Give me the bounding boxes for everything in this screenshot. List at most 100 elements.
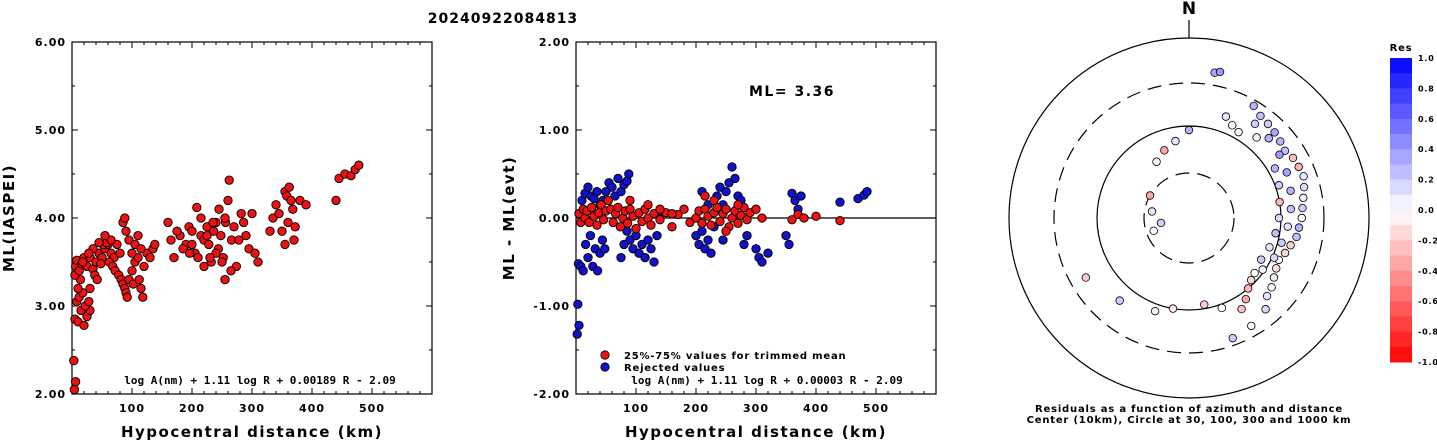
ml-point (354, 160, 364, 170)
ml-point (331, 195, 341, 206)
colorbar-swatch (1390, 240, 1412, 257)
plot2-ytick-label: 0.00 (539, 212, 570, 225)
station-marker (1160, 146, 1169, 155)
station-marker (1267, 283, 1276, 292)
ml-point (69, 384, 80, 395)
colorbar-swatch (1390, 88, 1412, 105)
ml-point (122, 292, 132, 302)
station-marker (1299, 172, 1308, 181)
colorbar-tick-label: 0.6 (1418, 115, 1435, 124)
plot2-ytick-label: 1.00 (539, 124, 570, 137)
station-marker (1275, 197, 1284, 207)
north-label: N (1182, 0, 1196, 19)
residual-point (811, 211, 821, 221)
station-marker (1265, 243, 1274, 252)
residual-point (640, 252, 650, 263)
ml-point (192, 202, 202, 213)
plot1-ylabel: ML(IASPEI) (0, 164, 18, 272)
residual-point (697, 218, 707, 228)
residual-point (718, 235, 728, 245)
ml-point (199, 261, 209, 272)
residual-point (757, 213, 767, 223)
station-marker (1171, 136, 1180, 146)
station-marker (1294, 162, 1303, 172)
ml-point (172, 226, 182, 236)
colorbar-tick-label: 1.0 (1418, 54, 1435, 63)
residual-point (608, 217, 618, 228)
plot2-ytick-label: 2.00 (539, 36, 570, 49)
station-marker (1276, 137, 1285, 146)
residual-point (781, 230, 791, 241)
legend-label-trimmed: 25%-75% values for trimmed mean (624, 351, 846, 362)
residual-point (643, 200, 653, 210)
station-marker (1286, 204, 1296, 214)
station-marker (1156, 218, 1166, 228)
ml-point (187, 226, 197, 236)
plot2-xtick-label: 100 (623, 402, 649, 415)
plot2-xtick-label: 200 (683, 402, 709, 415)
residual-point (655, 204, 665, 214)
residual-point (721, 226, 731, 236)
residual-point (585, 230, 596, 241)
colorbar-swatch (1390, 73, 1412, 89)
residual-point (733, 218, 743, 228)
ml-point (96, 259, 106, 269)
station-marker (1270, 164, 1280, 173)
station-marker (1237, 304, 1246, 314)
ml-point (274, 208, 284, 219)
plot1-xtick-label: 300 (239, 402, 265, 415)
residual-point (592, 220, 602, 230)
station-marker (1228, 121, 1237, 130)
colorbar-swatch (1390, 149, 1412, 165)
ml-point (216, 230, 226, 241)
station-marker (1294, 223, 1304, 232)
residual-point (730, 173, 740, 184)
ml-point (224, 175, 234, 185)
ml-point (136, 283, 146, 294)
station-marker (1277, 238, 1286, 247)
ml-point (202, 230, 212, 241)
colorbar-swatch (1390, 179, 1412, 196)
ml-point (286, 195, 296, 206)
ml-point (288, 204, 298, 214)
plot1-ytick-label: 4.00 (35, 212, 66, 225)
plot1-ytick-label: 5.00 (35, 124, 66, 137)
ml-point (145, 252, 155, 263)
residual-point (715, 216, 725, 227)
ml-point (236, 208, 246, 219)
station-marker (1283, 222, 1292, 231)
station-marker (1081, 273, 1091, 282)
residual-point (697, 226, 707, 236)
ml-point (69, 355, 79, 366)
plot1-y-axis: 2.00 3.00 4.00 5.00 6.00 (35, 36, 432, 401)
ml-point (196, 213, 206, 223)
plot2-xlabel: Hypocentral distance (km) (625, 423, 887, 441)
residual-point (799, 213, 809, 223)
station-marker (1256, 111, 1265, 121)
colorbar-swatch (1390, 286, 1412, 302)
residual-point (597, 235, 608, 245)
station-marker (1184, 125, 1194, 135)
ml-point (220, 213, 230, 223)
residual-colorbar: Res 1.0 0.8 0.6 0.4 0.2 0.0 -0.2 -0.4 -0.6 -0.8 -1… (1390, 43, 1437, 367)
residual-point (667, 208, 677, 219)
ml-point (205, 252, 215, 263)
residual-point (592, 186, 602, 197)
ml-point (290, 222, 300, 232)
station-marker (1247, 321, 1256, 331)
ml-point (193, 252, 203, 263)
station-marker (1152, 157, 1161, 166)
ml-point (120, 213, 130, 223)
residual-point (787, 215, 797, 225)
event-id-title: 20240922084813 (428, 11, 578, 27)
station-marker (1149, 226, 1158, 236)
colorbar-swatch (1390, 103, 1412, 120)
ml-point (184, 248, 195, 258)
residual-point (784, 239, 794, 250)
plot2-legend: 25%-75% values for trimmed mean Rejected… (600, 350, 846, 374)
residual-point (631, 223, 641, 234)
station-marker (1275, 150, 1284, 159)
residual-point (622, 218, 633, 228)
residual-point (583, 182, 593, 192)
legend-marker-trimmed (600, 350, 610, 360)
